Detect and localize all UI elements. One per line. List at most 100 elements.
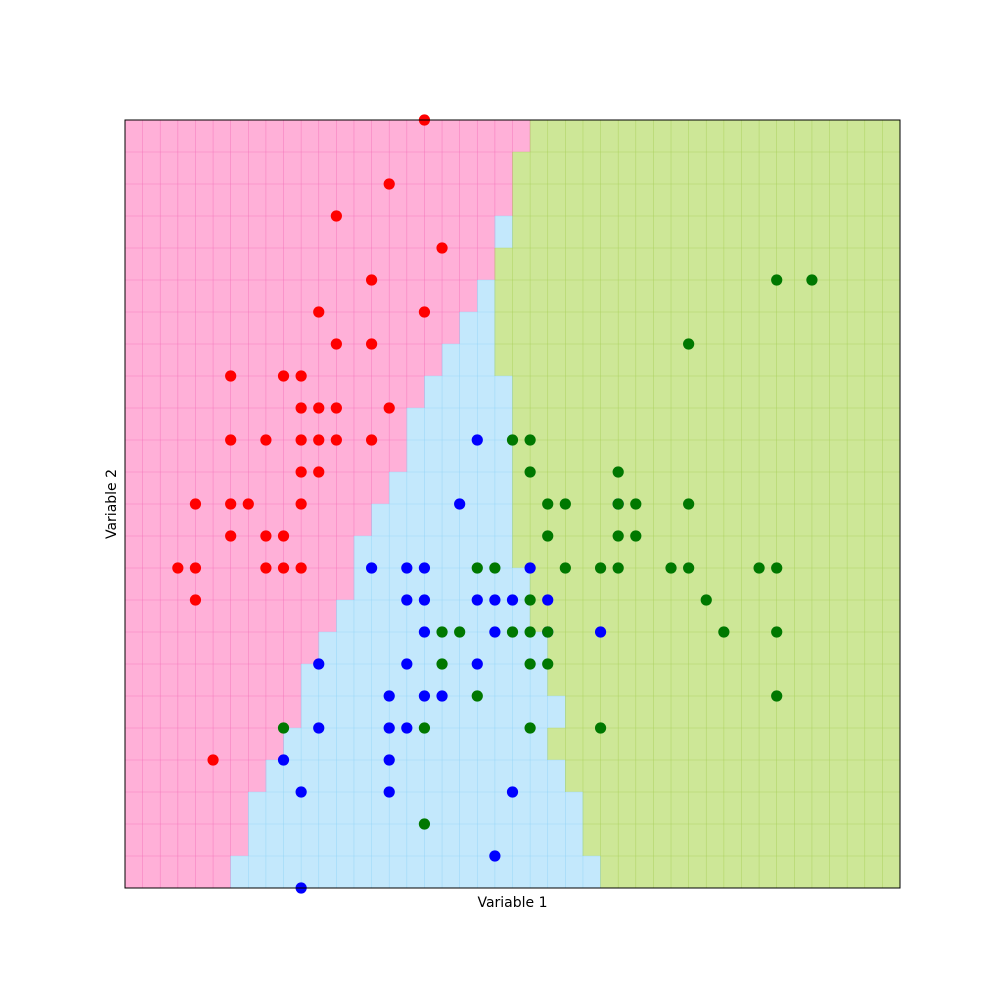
data-point: [383, 722, 395, 734]
region-blue-row-8: [336, 600, 531, 632]
data-point: [594, 626, 607, 638]
data-point: [683, 338, 695, 350]
data-point: [524, 658, 536, 670]
x-axis-label: Variable 1: [477, 895, 547, 911]
data-point: [524, 466, 536, 478]
region-blue-row-12: [389, 472, 513, 504]
region-green-row-18: [494, 280, 900, 312]
data-point: [506, 594, 519, 606]
data-points: [172, 114, 818, 894]
region-green-row-19: [494, 248, 900, 280]
data-point: [225, 370, 237, 382]
data-point: [189, 562, 202, 574]
data-point: [383, 690, 395, 702]
data-point: [594, 562, 607, 574]
region-red-row-9: [125, 568, 354, 600]
data-point: [542, 594, 554, 606]
region-red-row-7: [125, 632, 319, 664]
data-point: [260, 562, 272, 574]
data-point: [365, 338, 378, 350]
data-point: [418, 594, 431, 606]
data-point: [471, 658, 483, 670]
data-point: [612, 466, 624, 478]
data-point: [506, 786, 519, 798]
data-point: [454, 626, 466, 638]
data-point: [542, 530, 554, 542]
data-point: [207, 754, 219, 766]
data-point: [436, 658, 448, 670]
data-point: [401, 722, 413, 734]
region-blue-row-16: [442, 344, 495, 376]
region-grid: [124, 119, 901, 888]
data-point: [524, 562, 536, 574]
data-point: [612, 562, 624, 574]
region-green-row-16: [494, 344, 900, 376]
region-green-row-5: [565, 696, 900, 728]
data-point: [489, 594, 501, 606]
data-point: [506, 626, 519, 638]
data-point: [418, 690, 431, 702]
data-point: [454, 498, 466, 510]
data-point: [277, 722, 290, 734]
data-point: [753, 562, 765, 574]
data-point: [436, 626, 448, 638]
data-point: [771, 690, 783, 702]
region-green-row-8: [530, 600, 900, 632]
data-point: [630, 530, 642, 542]
data-point: [313, 722, 325, 734]
data-point: [542, 626, 554, 638]
data-point: [277, 562, 290, 574]
data-point: [506, 434, 519, 446]
data-point: [172, 562, 184, 574]
data-point: [277, 530, 290, 542]
data-point: [313, 402, 325, 414]
region-red-row-4: [125, 728, 284, 760]
data-point: [260, 530, 272, 542]
region-blue-row-3: [265, 760, 566, 792]
region-blue-row-15: [424, 376, 513, 408]
region-blue-row-20: [494, 216, 513, 248]
data-point: [313, 466, 325, 478]
region-blue-row-4: [283, 728, 548, 760]
decision-regions: [125, 120, 900, 888]
data-point: [612, 530, 624, 542]
region-red-row-10: [125, 536, 354, 568]
region-red-row-20: [125, 216, 495, 248]
data-point: [542, 498, 554, 510]
data-point: [277, 370, 290, 382]
data-point: [225, 498, 237, 510]
data-point: [418, 626, 431, 638]
data-point: [225, 434, 237, 446]
data-point: [471, 690, 483, 702]
data-point: [524, 434, 536, 446]
region-red-row-15: [125, 376, 425, 408]
data-point: [189, 498, 202, 510]
data-point: [330, 338, 342, 350]
data-point: [295, 498, 307, 510]
data-point: [365, 274, 378, 286]
y-axis-label: Variable 2: [104, 469, 120, 539]
data-point: [365, 434, 378, 446]
data-point: [489, 626, 501, 638]
region-green-row-3: [565, 760, 900, 792]
data-point: [401, 658, 413, 670]
data-point: [383, 178, 395, 190]
region-blue-row-1: [248, 824, 583, 856]
data-point: [277, 754, 290, 766]
region-red-row-23: [125, 120, 531, 152]
data-point: [401, 594, 413, 606]
data-point: [365, 562, 378, 574]
data-point: [471, 594, 483, 606]
region-blue-row-5: [301, 696, 566, 728]
region-blue-row-10: [353, 536, 513, 568]
data-point: [330, 210, 342, 222]
data-point: [471, 562, 483, 574]
data-point: [683, 498, 695, 510]
region-blue-row-0: [230, 856, 601, 888]
data-point: [683, 562, 695, 574]
data-point: [295, 466, 307, 478]
data-point: [330, 402, 342, 414]
data-point: [418, 818, 431, 830]
data-point: [524, 594, 536, 606]
data-point: [418, 562, 431, 574]
